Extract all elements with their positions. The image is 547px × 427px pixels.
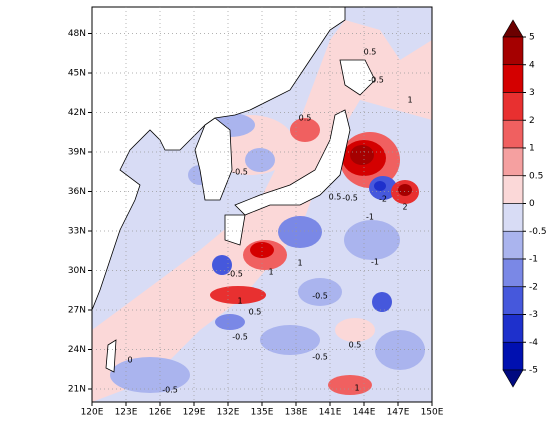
lat-tick-label: 30N [68, 266, 86, 276]
colorbar-label: -1 [529, 255, 538, 265]
lon-tick-label: 138E [285, 408, 308, 418]
colorbar-extension [502, 19, 524, 38]
honshu [234, 109, 351, 216]
lon-tick-label: 144E [353, 408, 376, 418]
lon-tick-label: 150E [421, 408, 444, 418]
contour-label: -1 [366, 213, 374, 222]
lat-tick-label: 27N [68, 306, 86, 316]
kyushu [224, 214, 246, 246]
lat-tick-label: 33N [68, 227, 86, 237]
colorbar-band [502, 286, 524, 315]
lat-tick-label: 21N [68, 385, 86, 395]
contour-label: 0.5 [329, 193, 342, 202]
contour-label: 1 [268, 268, 273, 277]
colorbar-extension [502, 369, 524, 388]
lat-tick-label: 39N [68, 148, 86, 158]
contour-label: -0.5 [162, 386, 178, 395]
lat-tick-label: 24N [68, 345, 86, 355]
contour-label: 0.5 [249, 308, 262, 317]
colorbar-band [502, 314, 524, 343]
lon-tick-label: 147E [387, 408, 410, 418]
lat-tick-label: 36N [68, 187, 86, 197]
colorbar-band [502, 258, 524, 288]
contour-label: -0.5 [312, 353, 328, 362]
taiwan [105, 339, 117, 373]
korea [194, 117, 233, 201]
lat-tick-label: 48N [68, 29, 86, 39]
colorbar-label: -4 [529, 338, 538, 348]
colorbar-label: 2 [529, 116, 535, 126]
colorbar-band [502, 147, 524, 177]
colorbar-label: 4 [529, 60, 535, 70]
lat-tick-label: 45N [68, 69, 86, 79]
contour-label: 0.5 [364, 48, 377, 57]
contour-label: 0 [127, 356, 132, 365]
lon-tick-label: 141E [319, 408, 342, 418]
lon-tick-label: 132E [217, 408, 240, 418]
colorbar-label: 5 [529, 33, 535, 43]
colorbar-band [502, 230, 524, 260]
colorbar-label: 3 [529, 88, 535, 98]
contour-label: 1 [354, 384, 359, 393]
contour-label: 1 [237, 297, 242, 306]
contour-label: 1 [407, 96, 412, 105]
contour-label: -0.5 [227, 270, 243, 279]
colorbar-band [502, 341, 524, 371]
colorbar-band [502, 36, 524, 66]
contour-label: -0.5 [312, 292, 328, 301]
contour-label: -0.5 [368, 76, 384, 85]
lon-tick-label: 120E [81, 408, 104, 418]
contour-label: 0.5 [349, 341, 362, 350]
colorbar-band [502, 203, 524, 232]
lon-tick-label: 123E [115, 408, 138, 418]
contour-label: -0.5 [342, 194, 358, 203]
colorbar-label: 0 [529, 199, 535, 209]
contour-label: -0.5 [232, 333, 248, 342]
colorbar-band [502, 64, 524, 93]
lat-tick-label: 42N [68, 108, 86, 118]
contour-label: 2 [402, 203, 407, 212]
colorbar-label: -0.5 [529, 227, 547, 237]
contour-label: -1 [371, 258, 379, 267]
colorbar-band [502, 92, 524, 121]
colorbar-label: -3 [529, 310, 538, 320]
colorbar-label: -2 [529, 282, 538, 292]
contour-label: -2 [379, 195, 387, 204]
lon-tick-label: 129E [183, 408, 206, 418]
field [92, 7, 432, 402]
contour-label: 0.5 [299, 114, 312, 123]
contour-label: -0.5 [232, 168, 248, 177]
lon-tick-label: 135E [251, 408, 274, 418]
colorbar-band [502, 119, 524, 149]
mainland [92, 7, 346, 311]
colorbar-label: 1 [529, 144, 535, 154]
lon-tick-label: 126E [149, 408, 172, 418]
colorbar-band [502, 175, 524, 204]
colorbar-label: -5 [529, 366, 538, 376]
contour-label: 1 [297, 259, 302, 268]
hokkaido [339, 59, 376, 96]
colorbar-label: 0.5 [529, 171, 543, 181]
